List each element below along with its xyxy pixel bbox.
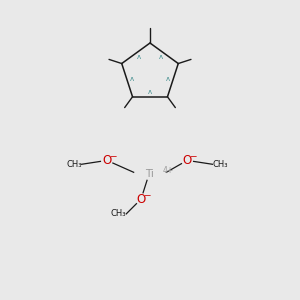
Text: ʌ: ʌ [148,89,152,95]
Text: ʌ: ʌ [136,54,141,60]
Text: Ti: Ti [146,169,154,179]
Text: O: O [102,154,112,167]
Text: CH₃: CH₃ [212,160,228,169]
Text: ʌ: ʌ [130,76,134,82]
Text: ʌ: ʌ [159,54,164,60]
Text: CH₃: CH₃ [66,160,82,169]
Text: −: − [109,151,117,160]
Text: −: − [143,190,151,199]
Text: O: O [182,154,192,167]
Text: ʌ: ʌ [166,76,170,82]
Text: −: − [189,151,197,160]
Text: 4+: 4+ [163,166,174,175]
Text: O: O [136,193,146,206]
Text: CH₃: CH₃ [111,209,126,218]
